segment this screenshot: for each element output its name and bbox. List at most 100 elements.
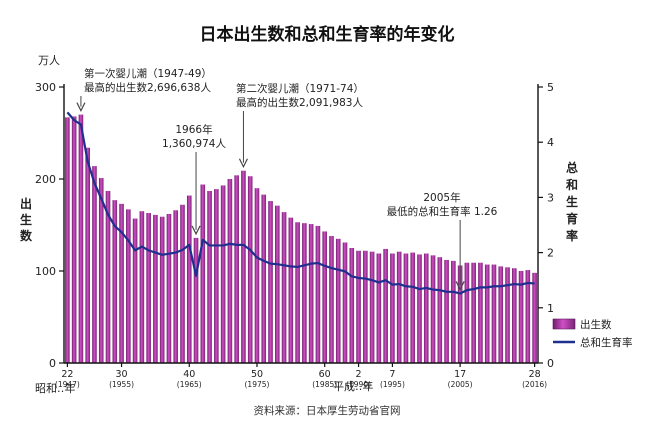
birth-bar [349,248,355,363]
birth-bar [78,114,84,363]
birth-bar [308,224,314,363]
birth-bar [396,251,402,363]
annotation-text: 1966年 [175,123,212,136]
birth-bar [390,253,395,363]
birth-bar [329,236,334,363]
annotation-arrow-head [238,158,248,169]
right-tick-label: 0 [547,357,554,370]
birth-bar [437,257,443,363]
birth-bar [119,203,124,363]
birth-bar [227,179,233,363]
birth-bar [315,225,321,363]
right-axis-label-char: 育 [566,211,578,226]
birth-bar [146,213,151,363]
x-tick-era-label: 22 [61,369,73,380]
right-ticks: 0 1 2 3 4 5 [538,81,554,370]
birth-bar [220,185,226,363]
birth-bar [410,252,416,363]
birth-bar [173,210,179,363]
birth-bar [505,267,510,363]
right-tick-label: 4 [547,136,554,149]
annotation-arrow-head [455,281,465,291]
left-axis-label: 出生数 [20,196,33,243]
left-tick-label: 100 [35,265,56,278]
birth-bar [491,264,497,363]
x-tick-era-label: 28 [529,369,541,380]
birth-bar [200,184,206,363]
birth-bar [105,190,111,363]
right-axis-label-char: 总 [566,160,578,175]
birth-bar [207,190,212,363]
x-tick-year-label: (1975) [245,380,270,389]
birth-bar [234,175,239,363]
birth-bar [484,264,490,363]
birth-bar [451,260,456,363]
birth-bar [139,211,145,363]
birth-bar [532,272,537,363]
birth-bar [335,238,341,363]
left-axis-label-char: 数 [20,228,33,243]
right-axis-label-char: 生 [566,194,578,209]
birth-bar [376,253,382,363]
birth-bars [65,114,537,363]
x-tick-year-label: (2016) [522,380,547,389]
birth-bar [275,205,280,363]
left-tick-label: 0 [49,357,56,370]
birth-bar [322,231,327,363]
birth-bar [457,265,463,363]
birth-bar [261,194,267,363]
right-tick-label: 5 [547,81,554,94]
x-tick-era-label: 60 [319,369,331,380]
right-axis-label: 总和生育率 [565,160,578,243]
legend-label: 总和生育率 [580,336,633,349]
annotation-arrow-head [191,225,201,236]
tfr-line [66,111,535,295]
birth-bar [295,222,300,363]
birth-bar [288,217,294,363]
right-tick-label: 2 [547,247,554,260]
annotation-text: 最高的出生数2,696,638人 [84,81,211,94]
annotation-text: 第一次婴儿潮（1947-49） [84,67,212,80]
left-axis-label-char: 出 [20,196,32,211]
annotation-text: 最高的出生数2,091,983人 [236,96,363,109]
x-tick-era-label: 7 [389,369,395,380]
x-tick-year-label: (1965) [177,380,202,389]
x-tick-era-label: 2 [356,369,362,380]
birth-bar [186,195,192,363]
birth-bar [417,254,422,363]
era-label-heisei: 平成‥年 [333,379,373,393]
birth-bar [126,209,131,363]
birth-bar [268,201,273,363]
birth-bar [241,170,246,363]
source-note: 资料来源：日本厚生劳动省官网 [254,404,401,417]
birth-bar [254,188,260,363]
birth-bar [71,116,77,363]
x-tick-era-label: 30 [116,369,128,380]
x-tick-year-label: (1955) [109,380,134,389]
x-tick-year-label: (1995) [380,380,405,389]
legend-label: 出生数 [580,318,612,331]
axes [63,84,539,364]
annotation-text: 2005年 [423,191,460,204]
birth-bar [180,204,185,363]
legend-bar-swatch [552,318,576,330]
birth-bar [430,255,436,363]
chart-title: 日本出生数和总和生育率的年变化 [200,24,455,45]
x-tick-year-label: (1947) [55,380,80,389]
birth-bar [214,189,219,363]
annotations: 第一次婴儿潮（1947-49）最高的出生数2,696,638人 1966年 1,36… [76,67,498,291]
birth-bar [112,200,118,363]
birth-bar [525,270,531,363]
right-tick-label: 1 [547,302,554,315]
annotation-text: 第二次婴儿潮（1971-74） [236,82,364,95]
birth-bar [478,262,483,363]
birth-bar [166,213,172,363]
left-tick-label: 200 [35,173,56,186]
birth-bar [342,242,348,363]
birth-bar [383,248,388,363]
birth-bar [92,166,97,363]
right-axis-label-char: 和 [565,177,578,192]
birth-bar [132,218,138,363]
birth-bar [98,178,104,363]
